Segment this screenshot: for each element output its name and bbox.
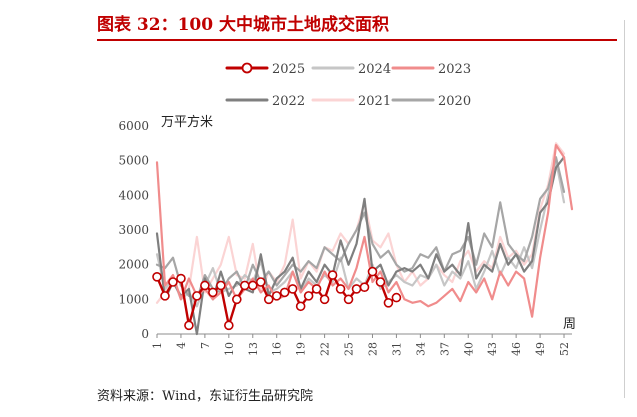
- y-tick-label: 4000: [118, 188, 149, 202]
- data-point-2025: [335, 284, 346, 294]
- series-layer: [152, 142, 574, 336]
- data-point-2025: [383, 297, 394, 308]
- legend-label-2022: 2022: [272, 94, 305, 109]
- y-tick-label: 2000: [118, 258, 149, 272]
- data-point-2025: [216, 280, 226, 291]
- x-tick-label: 13: [247, 342, 260, 356]
- x-tick-label: 7: [199, 342, 212, 349]
- line-chart: 2025 2024 2023 2022 2021 2020 万平方米 周 0 1000 200…: [118, 62, 576, 356]
- x-tick-label: 1: [151, 342, 164, 349]
- adjacent-panel-edge: [624, 20, 637, 398]
- y-tick-label: 6000: [118, 119, 149, 133]
- x-tick-label: 37: [438, 342, 451, 356]
- legend-label-2020: 2020: [438, 94, 471, 109]
- x-tick-label: 4: [175, 342, 188, 349]
- x-tick-label: 16: [271, 342, 284, 356]
- data-point-2025: [224, 320, 234, 331]
- data-point-2025: [160, 291, 170, 301]
- data-point-2025: [343, 294, 354, 305]
- y-tick-label: 5000: [118, 154, 149, 168]
- data-point-2025: [168, 277, 178, 287]
- legend-label-2021: 2021: [358, 94, 391, 109]
- legend-label-2025: 2025: [272, 62, 305, 77]
- x-tick-label: 49: [534, 342, 547, 356]
- axes: 0 1000 2000 3000 4000 5000 6000 1 4 7 10 13 16 19 22 25…: [118, 119, 572, 356]
- x-tick-label: 40: [462, 342, 475, 356]
- x-tick-label: 22: [319, 342, 332, 356]
- x-tick-label: 46: [510, 342, 523, 356]
- data-point-2025: [184, 320, 194, 331]
- data-point-2025: [232, 294, 242, 305]
- data-point-2025: [327, 270, 338, 280]
- x-tick-label: 31: [390, 342, 403, 356]
- y-axis-label: 万平方米: [161, 114, 213, 130]
- data-point-2025: [176, 273, 186, 284]
- x-tick-label: 28: [366, 342, 379, 356]
- legend-label-2024: 2024: [358, 62, 391, 77]
- data-point-2025: [303, 291, 314, 301]
- x-tick-label: 25: [343, 342, 356, 356]
- data-point-2025: [247, 280, 258, 291]
- x-tick-label: 10: [223, 342, 236, 356]
- data-point-2025: [351, 284, 362, 294]
- y-tick-label: 0: [141, 327, 149, 341]
- legend-label-2023: 2023: [438, 62, 471, 77]
- data-point-2025: [271, 291, 282, 301]
- legend: 2025 2024 2023 2022 2021 2020: [225, 62, 471, 109]
- legend-marker-2025: [241, 62, 253, 74]
- data-point-2025: [208, 287, 218, 298]
- data-point-2025: [359, 282, 370, 292]
- data-point-2025: [311, 284, 322, 294]
- data-point-2025: [152, 272, 162, 282]
- data-point-2025: [375, 277, 386, 287]
- y-tick-label: 1000: [118, 292, 149, 306]
- data-point-2025: [279, 287, 290, 298]
- y-tick-label: 3000: [118, 223, 149, 237]
- title-divider: [97, 39, 617, 41]
- data-point-2025: [295, 301, 306, 312]
- x-tick-label: 19: [295, 342, 308, 356]
- data-point-2025: [367, 266, 378, 277]
- series-line-2023: [155, 143, 574, 318]
- figure-source: 资料来源：Wind，东证衍生品研究院: [97, 389, 313, 404]
- series-line-2024: [155, 159, 566, 308]
- data-point-2025: [319, 294, 330, 305]
- x-tick-label: 43: [486, 342, 499, 356]
- data-point-2025: [192, 291, 202, 301]
- data-point-2025: [200, 280, 210, 291]
- x-axis-label: 周: [563, 317, 576, 332]
- x-tick-label: 52: [558, 342, 571, 356]
- x-tick-label: 34: [414, 342, 427, 356]
- data-point-2025: [287, 284, 298, 294]
- data-point-2025: [239, 280, 250, 291]
- figure-title: 图表 32：100 大中城市土地成交面积: [97, 15, 389, 35]
- data-point-2025: [263, 294, 274, 305]
- data-point-2025: [255, 277, 266, 287]
- data-point-2025: [391, 292, 402, 303]
